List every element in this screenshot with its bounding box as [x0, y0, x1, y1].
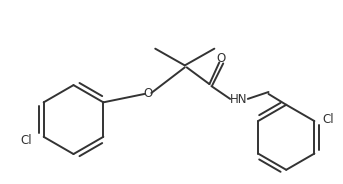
Text: Cl: Cl [322, 113, 334, 126]
Text: O: O [144, 87, 153, 100]
Text: O: O [217, 52, 226, 65]
Text: Cl: Cl [20, 134, 32, 147]
Text: HN: HN [230, 93, 248, 106]
